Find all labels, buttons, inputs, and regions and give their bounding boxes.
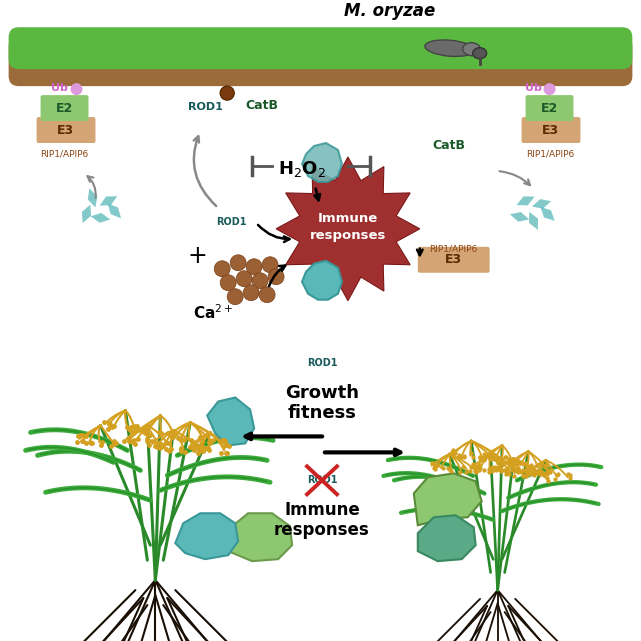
- Polygon shape: [529, 212, 538, 230]
- Polygon shape: [228, 513, 292, 561]
- Text: ROD1: ROD1: [307, 476, 337, 485]
- Text: E2: E2: [56, 101, 73, 115]
- Text: ROD1: ROD1: [307, 358, 337, 367]
- Text: E3: E3: [542, 124, 559, 137]
- Text: AvrPiz-t: AvrPiz-t: [422, 99, 471, 109]
- Text: ROD1: ROD1: [216, 217, 246, 227]
- Polygon shape: [517, 196, 535, 205]
- Text: fitness: fitness: [288, 404, 356, 422]
- Circle shape: [268, 269, 284, 285]
- FancyBboxPatch shape: [8, 28, 633, 69]
- Polygon shape: [90, 213, 110, 223]
- Text: H$_2$O$_2$: H$_2$O$_2$: [278, 159, 326, 179]
- Text: CatB: CatB: [246, 99, 279, 112]
- FancyBboxPatch shape: [40, 95, 88, 121]
- Polygon shape: [540, 207, 554, 221]
- Circle shape: [252, 273, 268, 288]
- Text: Ub: Ub: [51, 83, 67, 93]
- Text: E3: E3: [57, 124, 74, 137]
- Text: RIP1/APIP6: RIP1/APIP6: [40, 149, 88, 158]
- Text: E2: E2: [541, 101, 558, 115]
- Ellipse shape: [472, 47, 487, 59]
- Text: E3: E3: [445, 253, 462, 266]
- Circle shape: [71, 83, 83, 95]
- Text: Immune: Immune: [284, 501, 360, 519]
- Circle shape: [246, 259, 262, 275]
- FancyBboxPatch shape: [522, 117, 581, 143]
- Text: ROD1: ROD1: [188, 102, 222, 112]
- Circle shape: [259, 287, 275, 303]
- Text: RIP1/APIP6: RIP1/APIP6: [429, 244, 478, 253]
- FancyBboxPatch shape: [526, 95, 574, 121]
- Text: Ca$^{2+}$: Ca$^{2+}$: [193, 303, 233, 322]
- Polygon shape: [88, 188, 97, 208]
- Polygon shape: [302, 143, 342, 182]
- Polygon shape: [99, 196, 117, 206]
- Text: CatB: CatB: [432, 138, 465, 151]
- Text: M. oryzae: M. oryzae: [344, 3, 435, 21]
- Text: +: +: [187, 244, 207, 268]
- Polygon shape: [418, 515, 476, 561]
- Circle shape: [243, 285, 259, 301]
- FancyBboxPatch shape: [418, 247, 490, 273]
- Ellipse shape: [463, 43, 481, 56]
- Circle shape: [544, 83, 556, 95]
- Polygon shape: [414, 473, 481, 525]
- Polygon shape: [276, 157, 420, 301]
- Polygon shape: [302, 261, 342, 300]
- Polygon shape: [532, 199, 551, 209]
- FancyBboxPatch shape: [8, 37, 633, 86]
- Text: Immune
responses: Immune responses: [310, 212, 386, 242]
- Polygon shape: [108, 203, 121, 219]
- Circle shape: [236, 271, 252, 287]
- Circle shape: [262, 257, 278, 273]
- Text: Ub: Ub: [524, 83, 542, 93]
- Polygon shape: [510, 212, 529, 222]
- Polygon shape: [207, 397, 254, 445]
- Text: RIP1/APIP6: RIP1/APIP6: [526, 149, 575, 158]
- Circle shape: [227, 288, 243, 304]
- Polygon shape: [175, 513, 238, 559]
- Circle shape: [221, 275, 236, 291]
- Text: Growth: Growth: [285, 383, 359, 401]
- Circle shape: [230, 254, 246, 271]
- Circle shape: [221, 86, 234, 100]
- FancyBboxPatch shape: [37, 117, 96, 143]
- Text: responses: responses: [274, 521, 370, 539]
- Circle shape: [214, 261, 230, 277]
- Ellipse shape: [425, 40, 474, 56]
- Polygon shape: [82, 204, 91, 223]
